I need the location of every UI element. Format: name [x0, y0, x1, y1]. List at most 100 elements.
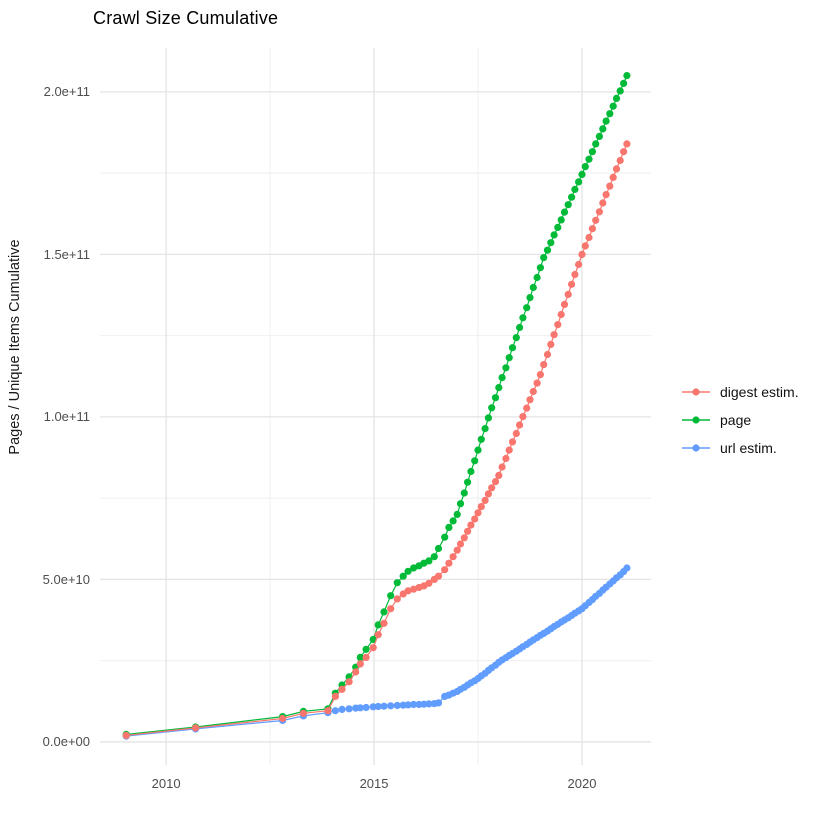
data-point [449, 553, 457, 561]
data-point [543, 246, 552, 254]
series-digest-estim [122, 140, 631, 740]
data-point [356, 704, 364, 712]
legend-entry-url-estim: url estim. [681, 434, 799, 462]
data-point [581, 242, 589, 250]
data-point [623, 72, 631, 80]
data-point [526, 396, 534, 404]
y-axis-title: Pages / Unique Items Cumulative [7, 239, 23, 455]
data-point [345, 705, 353, 713]
data-point [192, 724, 200, 732]
data-point [516, 421, 524, 429]
data-point [484, 490, 492, 498]
data-point [362, 645, 370, 653]
data-point [547, 340, 555, 348]
data-point [453, 510, 461, 518]
data-point [533, 379, 541, 387]
legend-entry-page: page [681, 406, 799, 434]
data-point [599, 125, 607, 133]
data-point [533, 273, 541, 282]
data-point [620, 79, 628, 87]
data-point [324, 707, 332, 715]
data-point [550, 231, 558, 239]
y-tick-label: 5.0e+10 [42, 571, 90, 587]
gridlines-minor [100, 48, 651, 765]
data-point [456, 540, 465, 548]
gridlines-major [100, 48, 651, 765]
data-point [338, 685, 346, 693]
chart-title: Crawl Size Cumulative [93, 8, 279, 28]
data-point [352, 668, 360, 676]
data-point [557, 216, 565, 224]
data-point [460, 489, 468, 497]
x-tick-label: 2015 [359, 776, 389, 791]
data-point [609, 173, 617, 181]
data-point [491, 478, 500, 486]
data-point [387, 605, 395, 613]
data-point [564, 201, 572, 209]
data-point [585, 233, 593, 242]
data-point [606, 182, 614, 190]
data-point [380, 702, 388, 710]
data-point [495, 471, 503, 479]
y-tick-label: 2.0e+11 [43, 84, 90, 100]
data-point [404, 567, 412, 575]
data-point [338, 705, 346, 714]
data-point [505, 446, 513, 454]
data-point [369, 644, 377, 652]
data-point [460, 534, 468, 542]
data-point [434, 544, 443, 553]
data-point [516, 323, 524, 332]
data-point [502, 454, 510, 463]
data-point [393, 595, 401, 603]
series-line-url-estim [126, 567, 628, 737]
data-point [430, 553, 438, 561]
data-point [564, 290, 572, 298]
data-point [456, 500, 465, 508]
data-point [362, 653, 370, 662]
data-point [588, 225, 597, 233]
data-point [575, 260, 583, 269]
data-point [560, 208, 569, 216]
data-point [578, 170, 586, 178]
data-point [410, 564, 418, 572]
data-point [526, 294, 534, 302]
data-point [616, 156, 624, 165]
data-point [445, 523, 453, 532]
data-point [441, 533, 449, 541]
data-point [540, 361, 548, 369]
series-page [122, 72, 631, 739]
y-tick-label: 1.0e+11 [43, 409, 90, 425]
data-point [557, 310, 565, 319]
data-point [380, 608, 388, 616]
y-tick-label: 0.0e+00 [42, 734, 90, 750]
legend-key-icon [682, 388, 710, 396]
data-point [519, 413, 527, 421]
data-point [508, 438, 517, 446]
data-point [445, 559, 453, 567]
data-point [575, 178, 583, 186]
data-point [464, 478, 472, 486]
data-point [508, 344, 517, 352]
data-point [609, 102, 617, 110]
data-point [434, 699, 443, 707]
data-point [519, 314, 527, 322]
data-point [529, 387, 537, 396]
data-point [481, 496, 489, 504]
data-point [471, 515, 479, 523]
data-point [554, 223, 562, 231]
data-point [331, 707, 339, 715]
data-point [595, 132, 604, 140]
data-point [547, 239, 555, 247]
data-point [568, 280, 576, 288]
data-point [502, 364, 510, 372]
data-point [387, 592, 395, 600]
legend-label: url estim. [720, 440, 777, 456]
x-tick-label: 2010 [151, 776, 181, 791]
data-point [345, 678, 353, 686]
data-point [122, 731, 130, 740]
data-point [505, 354, 513, 362]
legend-key-icon [682, 444, 710, 452]
legend-key-icon [682, 416, 710, 424]
x-tick-label: 2020 [567, 776, 597, 791]
